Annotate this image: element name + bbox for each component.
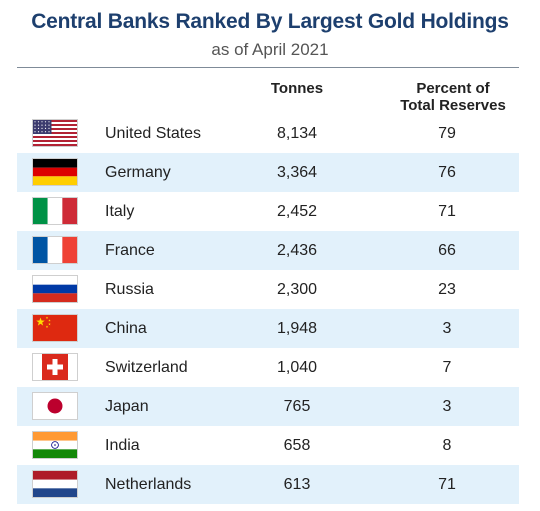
title-divider [17, 67, 519, 68]
netherlands-flag-icon [33, 471, 77, 497]
table-row: United States 8,134 79 [17, 114, 519, 153]
percent-reserves-value: 79 [438, 125, 456, 142]
country-name: Germany [105, 164, 171, 181]
percent-reserves-value: 76 [438, 164, 456, 181]
tonnes-value: 2,300 [276, 281, 318, 298]
us-flag-icon [33, 120, 77, 146]
india-flag-icon [33, 432, 77, 458]
table-row: France 2,436 66 [17, 231, 519, 270]
tonnes-value: 8,134 [276, 125, 318, 142]
table-row: India 658 8 [17, 426, 519, 465]
tonnes-value: 2,452 [276, 203, 318, 220]
country-name: Russia [105, 281, 154, 298]
chart-subtitle: as of April 2021 [211, 40, 329, 59]
country-name: China [105, 320, 147, 337]
tonnes-value: 1,948 [276, 320, 318, 337]
table-row: Switzerland 1,040 7 [17, 348, 519, 387]
percent-reserves-value: 8 [442, 437, 452, 454]
table-row: Netherlands 613 71 [17, 465, 519, 504]
table-row: Italy 2,452 71 [17, 192, 519, 231]
percent-reserves-value: 66 [438, 242, 456, 259]
percent-reserves-value: 71 [438, 476, 456, 493]
germany-flag-icon [33, 159, 77, 185]
tonnes-value: 1,040 [276, 359, 318, 376]
percent-reserves-value: 3 [442, 398, 452, 415]
percent-reserves-value: 71 [438, 203, 456, 220]
percent-reserves-value: 23 [438, 281, 456, 298]
country-name: France [105, 242, 155, 259]
header-tonnes: Tonnes [270, 80, 324, 97]
tonnes-value: 3,364 [276, 164, 318, 181]
country-name: India [105, 437, 140, 454]
russia-flag-icon [33, 276, 77, 302]
table-row: Russia 2,300 23 [17, 270, 519, 309]
table-row: Japan 765 3 [17, 387, 519, 426]
header-percent: Percent of Total Reserves [400, 80, 506, 114]
switzerland-flag-icon [33, 354, 77, 380]
tonnes-value: 658 [283, 437, 311, 454]
italy-flag-icon [33, 198, 77, 224]
percent-reserves-value: 3 [442, 320, 452, 337]
tonnes-value: 765 [283, 398, 311, 415]
country-name: Netherlands [105, 476, 192, 493]
percent-reserves-value: 7 [442, 359, 452, 376]
tonnes-value: 613 [283, 476, 311, 493]
country-name: Japan [105, 398, 149, 415]
country-name: Switzerland [105, 359, 188, 376]
table-row: Germany 3,364 76 [17, 153, 519, 192]
table-row: China 1,948 3 [17, 309, 519, 348]
holdings-table: United States 8,134 79 Germany 3,364 76 Italy 2… [17, 114, 519, 504]
chart-title: Central Banks Ranked By Largest Gold Hol… [31, 10, 509, 33]
tonnes-value: 2,436 [276, 242, 318, 259]
country-name: United States [105, 125, 202, 142]
france-flag-icon [33, 237, 77, 263]
country-name: Italy [105, 203, 135, 220]
japan-flag-icon [33, 393, 77, 419]
china-flag-icon [33, 315, 77, 341]
